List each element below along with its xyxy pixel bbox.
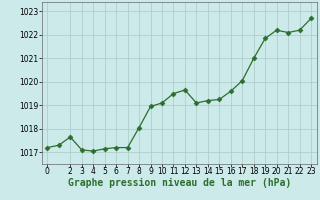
X-axis label: Graphe pression niveau de la mer (hPa): Graphe pression niveau de la mer (hPa) [68,178,291,188]
